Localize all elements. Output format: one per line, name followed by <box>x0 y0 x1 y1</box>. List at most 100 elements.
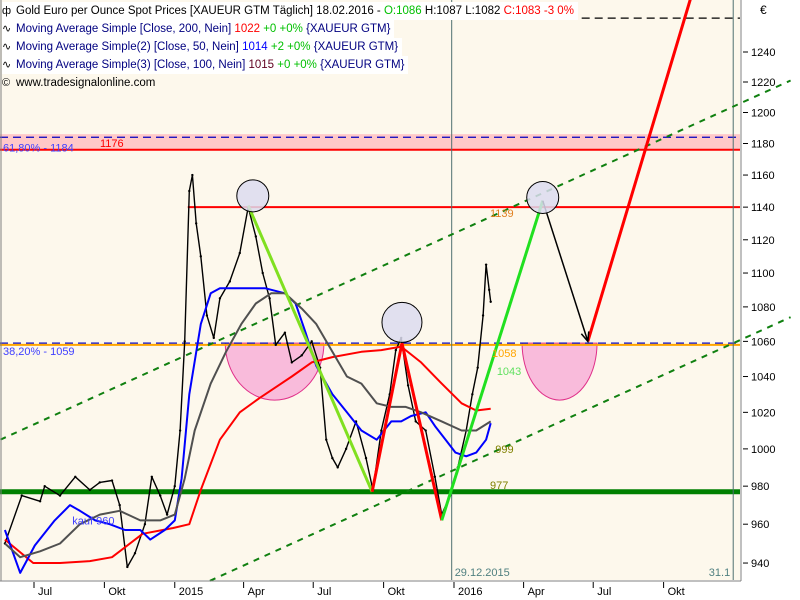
price-point <box>98 481 101 484</box>
highlight-circle <box>381 301 423 343</box>
zigzag-up <box>370 342 404 493</box>
indicator-change: +0 +0% <box>277 59 317 71</box>
y-tick-label: 1160 <box>751 170 775 182</box>
indicator-value: 1015 <box>248 59 275 71</box>
price-point <box>344 447 348 451</box>
price-label: 1043 <box>497 366 521 378</box>
indicator-symbol: {XAUEUR GTM} <box>320 59 405 71</box>
y-tick-label: 1180 <box>751 139 775 151</box>
y-tick-label: 940 <box>751 558 769 570</box>
x-tick-label: 2016 <box>458 586 482 598</box>
price-label: 999 <box>495 444 513 456</box>
price-point <box>310 340 313 343</box>
price-point <box>183 340 186 343</box>
y-tick-label: 1120 <box>751 235 775 247</box>
y-tick-label: 1140 <box>751 202 775 214</box>
y-tick-label: 1240 <box>751 47 775 59</box>
x-tick-label: Okt <box>388 586 405 598</box>
high-value: H:1087 <box>424 5 462 17</box>
copyright-row: © www.tradesignalonline.com <box>2 74 159 92</box>
price-point <box>254 235 258 238</box>
price-point <box>489 300 492 303</box>
price-point <box>336 466 339 469</box>
y-tick-label: 1200 <box>751 107 775 119</box>
price-point <box>43 484 46 488</box>
price-point <box>261 271 264 275</box>
projection-rally <box>586 0 692 342</box>
fib-61-8-line-label: 61,80% - 1184 <box>3 142 74 154</box>
moving-average-line <box>3 287 492 574</box>
resistance-zone <box>0 134 740 150</box>
price-point <box>487 288 491 292</box>
zigzag-down <box>400 342 444 521</box>
price-point <box>165 513 169 516</box>
y-tick-label: 1100 <box>751 268 775 280</box>
price-point <box>191 173 194 177</box>
price-point <box>414 420 417 423</box>
projection-arrow <box>542 200 589 342</box>
price-point <box>74 475 77 478</box>
x-tick-label: Jul <box>38 586 52 598</box>
date-marker-label: 31.1 <box>709 567 730 579</box>
highlight-circle <box>236 179 270 213</box>
indicator-label: Moving Average Simple [Close, 200, Nein] <box>16 23 232 35</box>
arrow-head <box>580 331 590 344</box>
y-tick-label: 1040 <box>751 372 775 384</box>
price-point <box>143 522 147 526</box>
price-point <box>188 189 191 193</box>
price-point <box>268 297 271 300</box>
x-tick-label: Jul <box>597 586 611 598</box>
price-point <box>283 331 287 334</box>
date-marker-label: 29.12.2015 <box>455 567 510 579</box>
highlight-circle <box>526 180 560 214</box>
price-point <box>331 456 334 460</box>
y-tick-label: 1020 <box>751 407 775 419</box>
price-point <box>38 500 42 503</box>
price-point <box>471 393 474 396</box>
price-point <box>110 479 114 482</box>
resistance-1176-line-label: 1176 <box>100 138 124 150</box>
indicator-label: Moving Average Simple(2) [Close, 50, Nei… <box>16 41 239 53</box>
indicator-change: +2 +0% <box>270 41 311 53</box>
price-point <box>228 280 232 283</box>
x-tick-label: Apr <box>248 586 265 598</box>
price-point <box>133 552 137 555</box>
price-point <box>394 348 398 352</box>
legend-ma50[interactable]: ∿ Moving Average Simple(2) [Close, 50, N… <box>2 38 403 56</box>
price-point <box>380 429 383 432</box>
wave-icon: ∿ <box>2 23 12 35</box>
chart-legend: ф Gold Euro per Ounce Spot Prices [XAUEU… <box>2 2 578 92</box>
price-point <box>205 314 209 317</box>
price-point <box>238 251 241 255</box>
wave-icon: ∿ <box>2 59 12 71</box>
legend-ma200[interactable]: ∿ Moving Average Simple [Close, 200, Nei… <box>2 20 395 38</box>
price-point <box>159 494 162 497</box>
y-axis-unit: € <box>760 3 767 17</box>
price-point <box>274 343 277 347</box>
price-point <box>199 255 202 258</box>
trend-channel-line <box>209 316 791 582</box>
price-point <box>20 494 23 497</box>
price-point <box>126 565 129 569</box>
price-point <box>481 314 485 317</box>
copyright-text: www.tradesignalonline.com <box>16 77 156 89</box>
price-point <box>300 354 303 357</box>
indicator-symbol: {XAUEUR GTM} <box>306 23 391 35</box>
legend-title-row: ф Gold Euro per Ounce Spot Prices [XAUEU… <box>2 2 578 20</box>
wave-icon: ∿ <box>2 41 12 53</box>
price-point <box>433 475 437 478</box>
price-point <box>290 361 294 364</box>
y-tick-label: 1080 <box>751 302 775 314</box>
price-point <box>325 438 328 441</box>
y-tick-label: 980 <box>751 481 769 493</box>
legend-ma100[interactable]: ∿ Moving Average Simple(3) [Close, 100, … <box>2 56 409 74</box>
projection-up <box>440 200 545 521</box>
price-point <box>424 429 427 432</box>
x-tick-label: Apr <box>528 586 545 598</box>
x-tick-label: Jul <box>317 586 331 598</box>
y-tick-label: 1220 <box>751 77 775 89</box>
pink-bowl-shape <box>521 342 598 401</box>
price-point <box>194 222 198 225</box>
price-point <box>364 456 368 460</box>
